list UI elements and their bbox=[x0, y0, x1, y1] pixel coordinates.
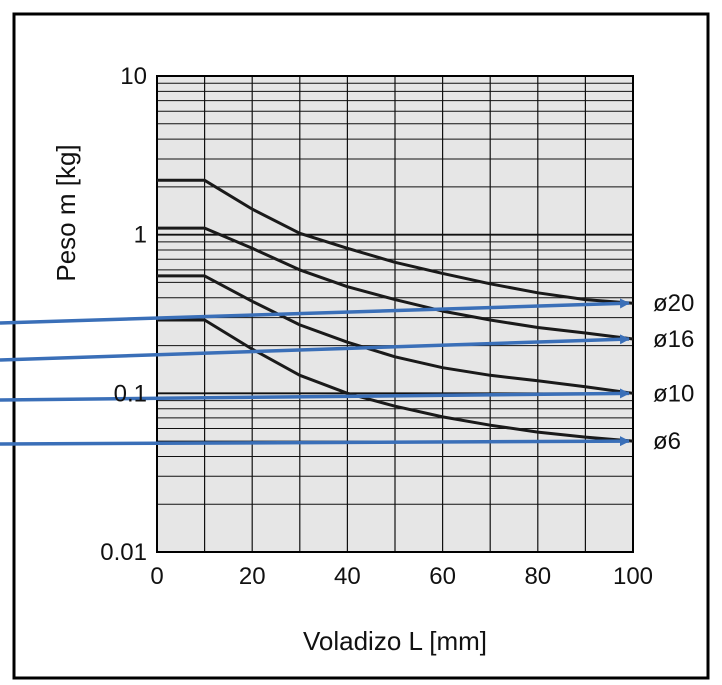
series-lines bbox=[157, 178, 634, 443]
series-line bbox=[157, 318, 634, 443]
annotation-arrow bbox=[0, 298, 630, 325]
y-tick-label: 0.1 bbox=[114, 380, 147, 407]
x-tick-label: 100 bbox=[613, 563, 653, 590]
series-label: ø16 bbox=[653, 326, 694, 353]
series-label: ø6 bbox=[653, 428, 681, 455]
x-tick-label: 0 bbox=[150, 563, 163, 590]
y-axis-title: Peso m [kg] bbox=[51, 144, 81, 281]
annotation-arrow bbox=[0, 388, 630, 402]
series-line bbox=[157, 226, 634, 341]
series-label: ø10 bbox=[653, 380, 694, 407]
x-tick-label: 40 bbox=[334, 563, 361, 590]
series-line bbox=[157, 274, 634, 395]
annotation-arrows bbox=[0, 298, 630, 447]
series-label: ø20 bbox=[653, 290, 694, 317]
annotation-arrow bbox=[0, 334, 630, 362]
annotation-arrow bbox=[0, 436, 630, 447]
x-tick-label: 60 bbox=[429, 563, 456, 590]
chart-text: ø20 ø16 ø10 ø6 0 20 40 60 80 100 0.01 0.1 1 10 Voladiz… bbox=[51, 63, 694, 656]
x-tick-label: 80 bbox=[524, 563, 551, 590]
series-line bbox=[157, 178, 634, 305]
y-tick-label: 1 bbox=[134, 222, 147, 249]
y-tick-label: 10 bbox=[120, 63, 147, 90]
plot-frame bbox=[156, 75, 634, 553]
x-axis-title: Voladizo L [mm] bbox=[303, 626, 487, 656]
y-tick-label: 0.01 bbox=[100, 539, 147, 566]
x-tick-label: 20 bbox=[239, 563, 266, 590]
